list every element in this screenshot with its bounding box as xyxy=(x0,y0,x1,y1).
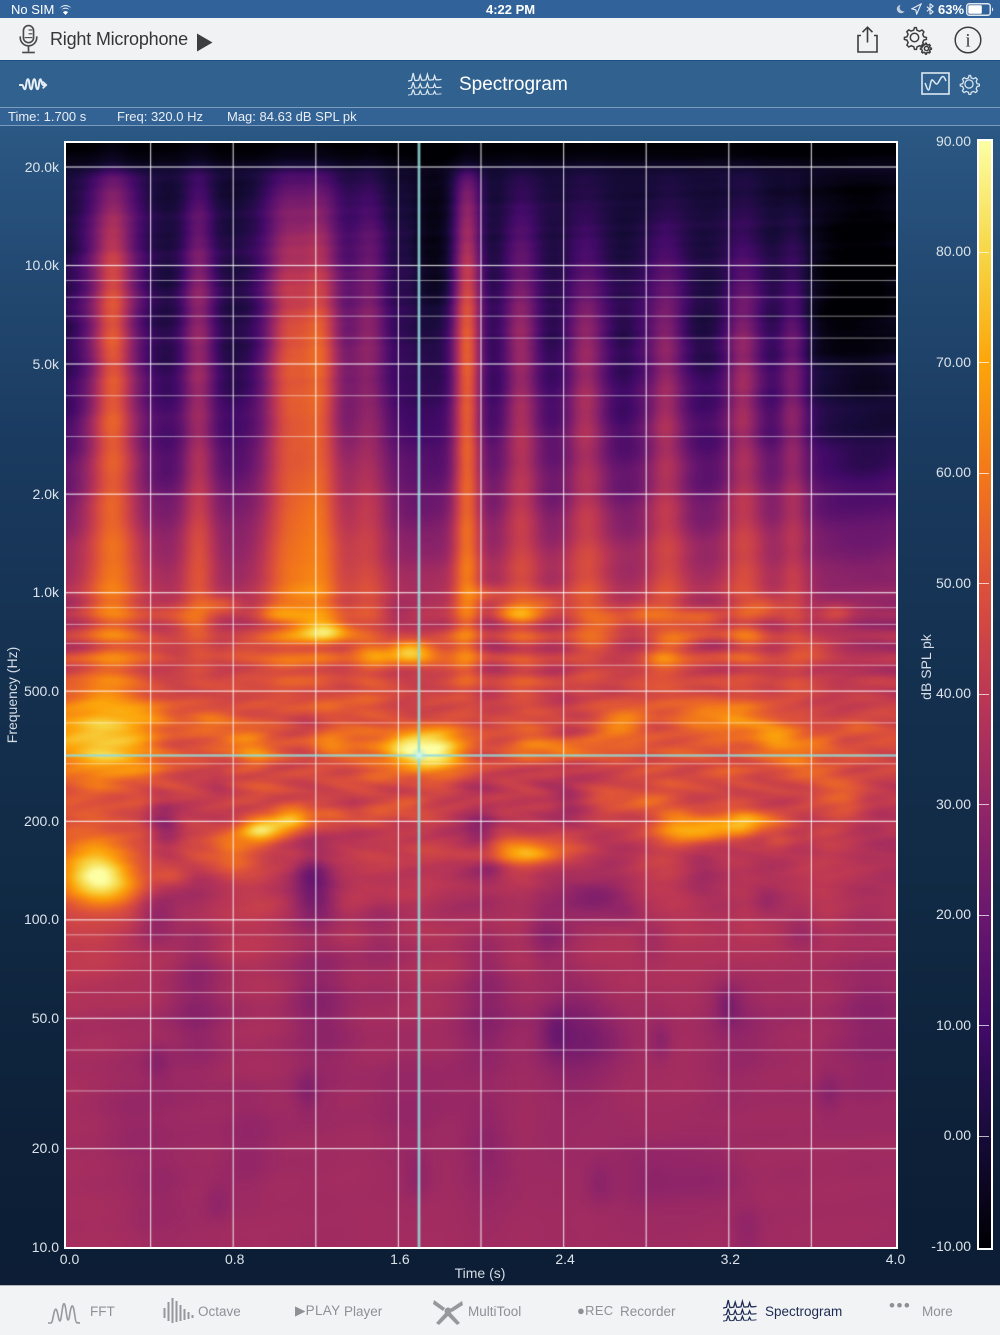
svg-text:i: i xyxy=(965,31,970,52)
